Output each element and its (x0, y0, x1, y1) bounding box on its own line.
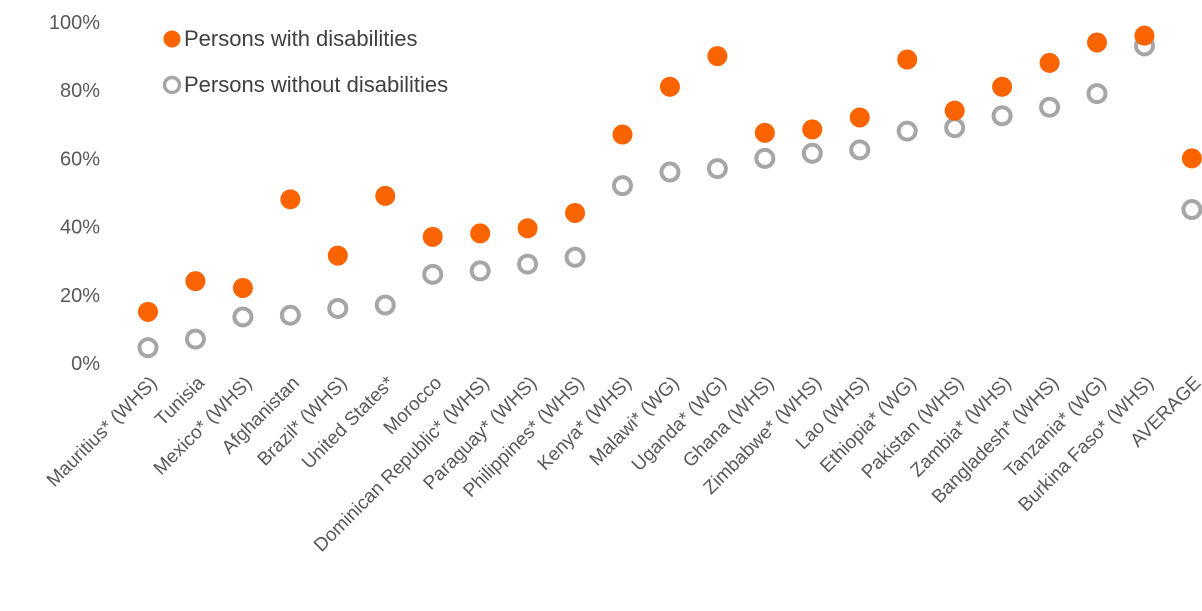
point-without-disabilities (991, 105, 1013, 127)
point-with-disabilities (232, 277, 253, 298)
point-with-disabilities (280, 189, 301, 210)
legend-label: Persons without disabilities (184, 72, 448, 97)
point-with-disabilities (470, 223, 491, 244)
point-with-disabilities (138, 301, 158, 322)
legend-label: Persons with disabilities (184, 26, 418, 51)
point-without-disabilities (1086, 83, 1108, 105)
y-tick-label: 0% (71, 353, 100, 375)
point-without-disabilities (944, 117, 966, 139)
legend-marker-without (162, 75, 182, 95)
point-without-disabilities (564, 246, 586, 268)
y-tick-label: 20% (60, 285, 100, 307)
point-with-disabilities (1039, 52, 1060, 73)
point-without-disabilities (184, 328, 206, 350)
point-with-disabilities (849, 107, 870, 128)
point-without-disabilities (137, 337, 159, 359)
point-with-disabilities (1087, 32, 1107, 53)
point-with-disabilities (659, 76, 680, 97)
x-category-label: Mauritius* (WHS) (43, 373, 162, 492)
point-without-disabilities (232, 306, 254, 328)
point-without-disabilities (754, 147, 776, 169)
point-without-disabilities (896, 120, 918, 142)
point-with-disabilities (327, 245, 348, 266)
point-with-disabilities (565, 202, 586, 223)
legend: Persons with disabilities Persons without… (162, 26, 448, 97)
point-with-disabilities (754, 122, 775, 143)
point-with-disabilities (944, 100, 965, 121)
point-without-disabilities (1181, 199, 1202, 221)
point-without-disabilities (422, 263, 444, 285)
y-axis: 0% 20% 40% 60% 80% 100% (49, 12, 100, 375)
point-without-disabilities (374, 294, 396, 316)
y-tick-label: 100% (49, 12, 100, 34)
point-without-disabilities (279, 304, 301, 326)
point-without-disabilities (469, 260, 491, 282)
point-without-disabilities (849, 139, 871, 161)
point-with-disabilities (802, 119, 823, 140)
point-without-disabilities (327, 297, 349, 319)
legend-marker-with (163, 30, 181, 48)
point-with-disabilities (897, 49, 918, 70)
point-without-disabilities (1039, 96, 1061, 118)
y-tick-label: 40% (60, 217, 100, 239)
y-tick-label: 60% (60, 148, 100, 170)
point-without-disabilities (659, 161, 681, 183)
point-with-disabilities (375, 185, 396, 206)
point-without-disabilities (706, 158, 728, 180)
point-without-disabilities (612, 175, 633, 197)
point-with-disabilities (612, 124, 633, 145)
point-with-disabilities (1134, 25, 1155, 46)
point-without-disabilities (801, 142, 823, 164)
point-with-disabilities (707, 46, 728, 67)
point-with-disabilities (1181, 148, 1202, 169)
y-tick-label: 80% (60, 80, 100, 102)
data-points (137, 25, 1202, 359)
point-without-disabilities (517, 253, 539, 275)
point-with-disabilities (185, 271, 206, 292)
point-with-disabilities (517, 218, 538, 239)
point-with-disabilities (422, 226, 443, 247)
point-with-disabilities (992, 76, 1013, 97)
